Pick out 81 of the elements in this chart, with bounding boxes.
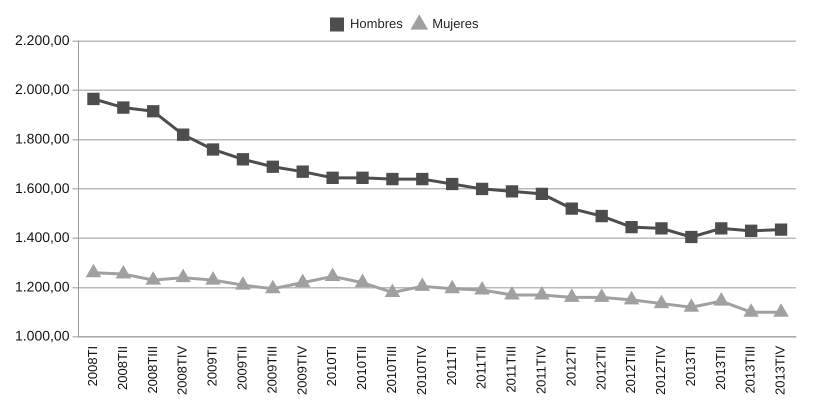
point bbox=[206, 143, 220, 156]
point bbox=[715, 222, 728, 235]
y-tick-label: 1.000,00 bbox=[14, 328, 70, 344]
point bbox=[476, 182, 488, 196]
legend-label: Mujeres bbox=[432, 16, 479, 32]
point bbox=[146, 272, 161, 285]
point bbox=[624, 291, 639, 304]
point bbox=[774, 223, 788, 236]
x-tick-label: 2012TIV bbox=[653, 346, 668, 396]
point bbox=[356, 172, 369, 184]
x-tick-label: 2013TIV bbox=[772, 346, 788, 396]
x-tick-label: 2012TIII bbox=[623, 346, 638, 394]
x-tick-label: 2011TI bbox=[444, 346, 459, 386]
point bbox=[446, 178, 458, 190]
point bbox=[116, 265, 131, 278]
point bbox=[444, 280, 460, 294]
point bbox=[325, 268, 340, 281]
x-tick-label: 2010TIV bbox=[414, 346, 429, 396]
point bbox=[594, 288, 610, 302]
point bbox=[474, 282, 490, 295]
x-tick-label: 2008TIII bbox=[144, 346, 160, 394]
point bbox=[566, 202, 578, 215]
x-tick-label: 2008TII bbox=[114, 346, 130, 390]
point bbox=[355, 274, 370, 288]
y-tick-label: 1.400,00 bbox=[14, 229, 70, 246]
x-tick-label: 2013TII bbox=[712, 346, 728, 390]
point bbox=[236, 153, 250, 166]
point bbox=[625, 220, 638, 234]
point bbox=[564, 288, 580, 302]
y-tick-label: 1.800,00 bbox=[14, 130, 70, 146]
point bbox=[414, 278, 430, 291]
point bbox=[774, 304, 788, 317]
point bbox=[265, 280, 280, 294]
point bbox=[326, 172, 339, 184]
x-tick-label: 2013TI bbox=[682, 346, 698, 386]
point bbox=[745, 224, 758, 237]
point bbox=[506, 185, 518, 198]
point bbox=[596, 210, 608, 222]
point bbox=[176, 128, 190, 141]
point bbox=[117, 101, 130, 114]
point bbox=[504, 286, 520, 300]
y-tick-label: 1.600,00 bbox=[14, 180, 70, 196]
point bbox=[266, 160, 279, 173]
x-tick-label: 2012TI bbox=[563, 346, 578, 386]
x-tick-label: 2012TII bbox=[593, 346, 608, 390]
x-tick-label: 2010TI bbox=[324, 346, 340, 386]
point bbox=[147, 105, 160, 118]
legend-label: Hombres bbox=[350, 16, 404, 32]
point bbox=[536, 188, 548, 200]
point bbox=[416, 172, 428, 186]
x-tick-label: 2011TIII bbox=[504, 346, 519, 393]
point bbox=[744, 304, 759, 317]
point bbox=[655, 222, 668, 235]
point bbox=[176, 269, 191, 282]
x-tick-label: 2009TII bbox=[234, 346, 250, 390]
x-tick-label: 2010TII bbox=[354, 346, 370, 390]
point bbox=[534, 286, 550, 300]
x-tick-label: 2009TIV bbox=[294, 346, 310, 396]
point bbox=[386, 172, 399, 186]
point bbox=[235, 276, 250, 290]
point bbox=[87, 92, 100, 106]
point bbox=[295, 274, 310, 288]
point bbox=[684, 298, 699, 312]
point bbox=[206, 272, 220, 285]
point bbox=[86, 264, 101, 278]
x-tick-label: 2008TIV bbox=[174, 346, 190, 396]
x-tick-label: 2010TIII bbox=[384, 346, 399, 394]
y-tick-label: 2.000,00 bbox=[14, 81, 70, 98]
y-tick-label: 2.200,00 bbox=[14, 32, 70, 48]
x-tick-label: 2011TIV bbox=[533, 346, 548, 394]
point bbox=[296, 166, 309, 178]
x-tick-label: 2008TI bbox=[85, 346, 100, 386]
y-tick-label: 1.200,00 bbox=[14, 278, 70, 294]
x-tick-label: 2013TIII bbox=[742, 346, 758, 394]
point bbox=[714, 292, 729, 306]
x-tick-label: 2009TI bbox=[204, 346, 220, 386]
point bbox=[654, 295, 669, 308]
x-tick-label: 2011TII bbox=[474, 346, 489, 389]
x-tick-label: 2009TIII bbox=[264, 346, 280, 394]
point bbox=[685, 230, 698, 244]
point bbox=[384, 284, 400, 297]
